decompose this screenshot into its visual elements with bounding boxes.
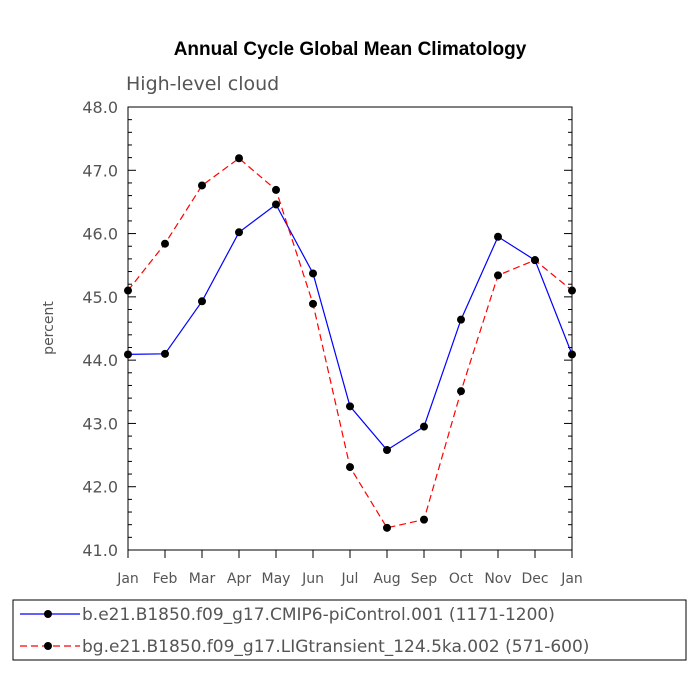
series-2-point [124, 286, 132, 295]
y-tick-label: 44.0 [82, 351, 118, 370]
x-tick-label: May [262, 571, 291, 587]
y-tick-label: 45.0 [82, 288, 118, 307]
x-tick-label: Nov [484, 571, 511, 587]
x-tick-label: Aug [373, 571, 400, 587]
series-2-point [235, 154, 243, 163]
chart-subtitle: High-level cloud [126, 73, 279, 95]
series-1-point [420, 422, 428, 431]
series-2-point [457, 387, 465, 396]
series-2-point [272, 185, 280, 194]
x-tick-label: Apr [227, 571, 251, 587]
series-1-point [494, 232, 502, 241]
series-2-point [420, 515, 428, 524]
legend-box [12, 599, 687, 661]
y-tick-label: 42.0 [82, 478, 118, 497]
plot-frame [127, 106, 573, 551]
x-tick-label: Dec [521, 571, 548, 587]
series-1-point [457, 315, 465, 324]
series-1-point [235, 228, 243, 237]
y-tick-label: 46.0 [82, 225, 118, 244]
x-tick-label: Jan [116, 571, 139, 587]
legend-label-2: bg.e21.B1850.f09_g17.LIGtransient_124.5k… [82, 637, 589, 657]
series-1-point [309, 269, 317, 278]
x-tick-label: Sep [411, 571, 438, 587]
series-1-point [383, 446, 391, 455]
x-tick-label: Jul [341, 571, 359, 587]
series-1-point [346, 402, 354, 411]
series-line-2 [127, 157, 573, 529]
x-tick-label: Jan [560, 571, 583, 587]
series-2-point [383, 523, 391, 532]
series-1-point [272, 200, 280, 209]
y-axis-label: percent [41, 301, 57, 355]
series-2-point [198, 181, 206, 190]
series-2-point [568, 286, 576, 295]
y-tick-label: 41.0 [82, 541, 118, 560]
series-2-point [531, 256, 539, 265]
x-tick-label: Feb [153, 571, 178, 587]
legend: b.e21.B1850.f09_g17.CMIP6-piControl.001 … [20, 605, 589, 657]
ticks-layer: 41.0 42.0 43.0 44.0 45.0 46.0 47.0 48.0 Jan Feb Ma… [82, 98, 582, 587]
series-2-point [161, 239, 169, 248]
chart-title: Annual Cycle Global Mean Climatology [174, 39, 527, 60]
series-1-point [198, 297, 206, 306]
series-1-point [124, 350, 132, 359]
series-2-point [309, 299, 317, 308]
series-2-point [346, 463, 354, 472]
series-1-point [161, 349, 169, 358]
x-tick-label: Oct [449, 571, 474, 587]
series-line-1 [127, 203, 573, 451]
y-tick-label: 47.0 [82, 161, 118, 180]
x-tick-label: Mar [189, 571, 216, 587]
x-tick-label: Jun [301, 571, 324, 587]
series-1-point [568, 350, 576, 359]
y-tick-label: 43.0 [82, 414, 118, 433]
series-layer [124, 154, 576, 532]
legend-marker-1 [44, 610, 52, 618]
series-2-point [494, 271, 502, 280]
legend-marker-2 [44, 642, 52, 650]
legend-label-1: b.e21.B1850.f09_g17.CMIP6-piControl.001 … [82, 605, 555, 625]
y-tick-label: 48.0 [82, 98, 118, 117]
